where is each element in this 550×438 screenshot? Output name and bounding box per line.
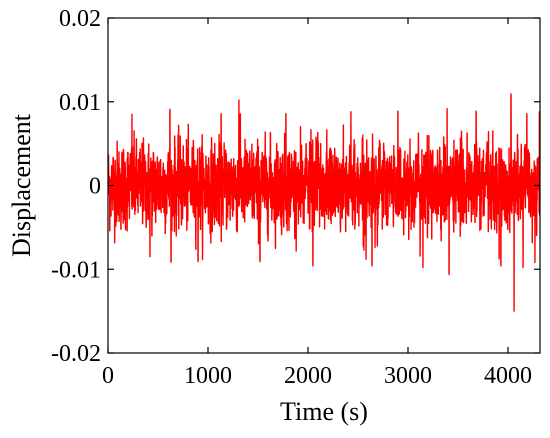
y-tick-label: -0.01 [51, 257, 101, 283]
y-tick-label: 0 [89, 174, 101, 200]
series-line-displacement [108, 94, 540, 312]
x-tick-label: 2000 [284, 363, 332, 389]
x-axis-label: Time (s) [280, 397, 368, 426]
y-axis-label: Displacement [7, 113, 36, 257]
x-tick-label: 4000 [484, 363, 532, 389]
ticks: 0 1000 2000 3000 4000 -0.02 -0.01 0 0.01 0.02 [51, 6, 540, 389]
y-tick-label: 0.02 [59, 6, 101, 32]
y-tick-label: -0.02 [51, 341, 101, 367]
y-tick-label: 0.01 [59, 90, 101, 116]
x-tick-label: 3000 [384, 363, 432, 389]
x-tick-label: 1000 [184, 363, 232, 389]
plot-area [108, 93, 540, 312]
x-tick-label: 0 [102, 363, 114, 389]
